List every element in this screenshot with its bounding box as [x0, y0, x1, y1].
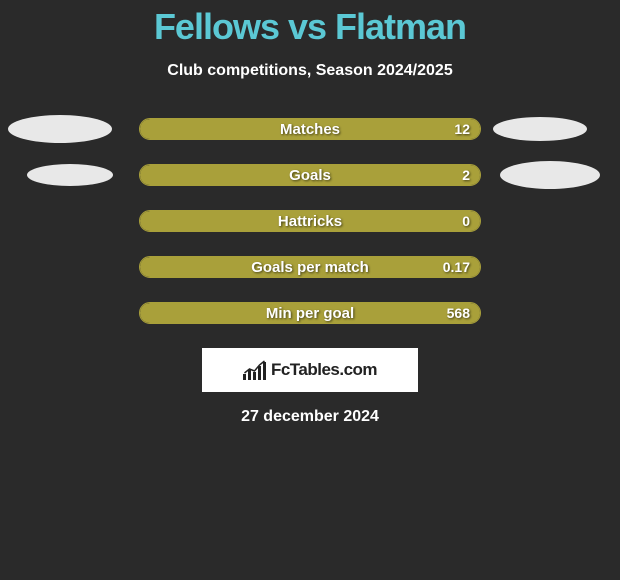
stat-bar: Goals2 — [139, 164, 481, 186]
date-text: 27 december 2024 — [241, 408, 379, 426]
stat-bar-fill — [140, 211, 480, 231]
stat-bar: Matches12 — [139, 118, 481, 140]
stat-bar: Hattricks0 — [139, 210, 481, 232]
stat-row: Hattricks0 — [0, 210, 620, 232]
page-title: Fellows vs Flatman — [154, 6, 466, 48]
stat-bar-fill — [140, 165, 480, 185]
player-ellipse-left — [27, 164, 113, 186]
player-ellipse-left — [8, 115, 112, 143]
stat-bar-fill — [140, 257, 480, 277]
bar-chart-icon — [243, 360, 267, 380]
stat-bar-fill — [140, 119, 480, 139]
player-ellipse-right — [493, 117, 587, 141]
site-logo[interactable]: FcTables.com — [202, 348, 418, 392]
logo-text: FcTables.com — [271, 360, 377, 380]
stats-rows: Matches12 Goals2 Hattricks0 Goals per match… — [0, 118, 620, 324]
stat-bar-fill — [140, 303, 480, 323]
comparison-widget: Fellows vs Flatman Club competitions, Se… — [0, 0, 620, 426]
stat-bar: Goals per match0.17 — [139, 256, 481, 278]
stat-row: Goals per match0.17 — [0, 256, 620, 278]
stat-row: Goals2 — [0, 164, 620, 186]
player-ellipse-right — [500, 161, 600, 189]
subtitle: Club competitions, Season 2024/2025 — [167, 62, 452, 80]
stat-bar: Min per goal568 — [139, 302, 481, 324]
stat-row: Matches12 — [0, 118, 620, 140]
stat-row: Min per goal568 — [0, 302, 620, 324]
